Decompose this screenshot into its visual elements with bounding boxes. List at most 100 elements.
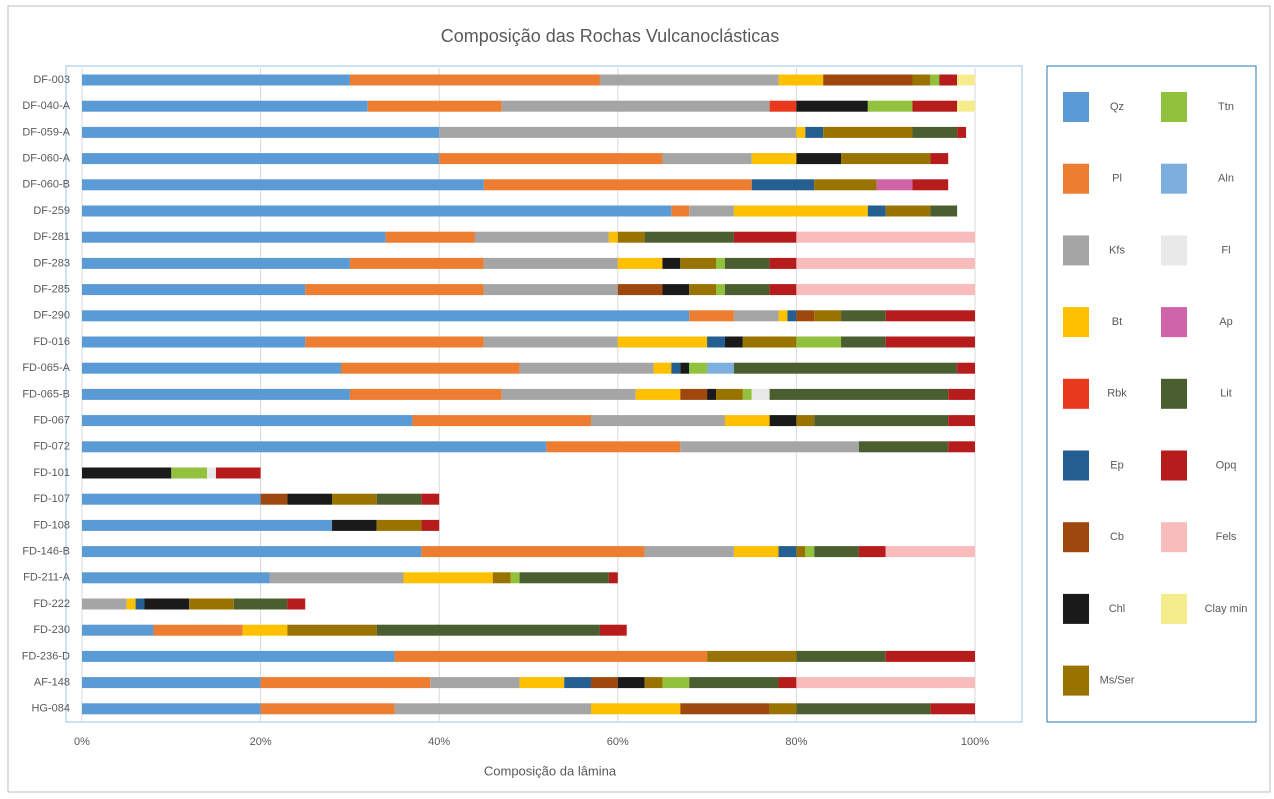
bar-segment (742, 336, 797, 348)
legend-border (1046, 65, 1257, 723)
bar-segment (707, 362, 734, 374)
bar-segment (858, 546, 886, 558)
bar-segment (957, 100, 975, 112)
legend-swatch (1161, 235, 1187, 266)
legend-swatch (1063, 163, 1089, 194)
bar-segment (939, 74, 958, 86)
bar-segment (805, 126, 824, 138)
bar-segment (135, 598, 145, 610)
bar-segment (653, 362, 672, 374)
bar-segment (885, 546, 975, 558)
bar-segment (680, 703, 770, 715)
legend-label: Lit (1220, 388, 1232, 400)
bar-segment (769, 703, 797, 715)
legend-label: Ms/Ser (1100, 675, 1135, 687)
bar-segment (591, 415, 725, 427)
bar-segment (82, 441, 547, 453)
bar-segment (689, 284, 717, 296)
bar-segment (796, 310, 815, 322)
legend-swatch (1161, 163, 1187, 194)
bar-segment (823, 126, 913, 138)
bar-segment (814, 179, 877, 191)
bar-segment (233, 598, 288, 610)
bar-segment (242, 624, 288, 636)
bar-segment (796, 336, 842, 348)
bar-segment (82, 493, 261, 505)
bar-segment (858, 441, 949, 453)
x-tick-label: 60% (607, 736, 629, 748)
bar-segment (930, 153, 949, 165)
bar-segment (912, 179, 949, 191)
y-tick-label: DF-281 (33, 231, 70, 243)
legend-label: Pl (1112, 173, 1122, 185)
y-tick-label: FD-146-B (22, 546, 70, 558)
y-tick-label: AF-148 (34, 677, 70, 689)
bar-segment (591, 677, 618, 689)
legend-swatch (1063, 450, 1089, 481)
bar-segment (689, 362, 708, 374)
bar-segment (644, 546, 734, 558)
bar-segment (796, 231, 975, 243)
bar-segment (796, 284, 975, 296)
bar-segment (778, 310, 788, 322)
legend-swatch (1063, 92, 1089, 122)
legend-label: Qz (1110, 101, 1124, 113)
legend-label: Rbk (1107, 388, 1127, 400)
bar-segment (885, 650, 975, 662)
y-tick-label: FD-065-B (22, 388, 70, 400)
bar-segment (680, 362, 690, 374)
bar-segment (376, 624, 600, 636)
legend-label: Bt (1112, 316, 1122, 328)
bar-segment (153, 624, 243, 636)
legend-swatch (1161, 522, 1187, 553)
bar-segment (82, 179, 484, 191)
bar-segment (823, 74, 913, 86)
bar-segment (591, 703, 681, 715)
bar-segment (260, 493, 288, 505)
bar-segment (519, 572, 609, 584)
bar-segment (814, 310, 842, 322)
bar-segment (716, 257, 725, 269)
legend-swatch (1063, 665, 1089, 696)
bar-segment (617, 677, 645, 689)
bar-segment (260, 677, 431, 689)
bar-segment (260, 703, 395, 715)
legend-label: Clay min (1205, 603, 1248, 615)
bar-segment (332, 519, 377, 531)
legend-swatch (1161, 307, 1187, 338)
bar-segment (957, 126, 967, 138)
bar-segment (724, 415, 770, 427)
bar-segment (769, 100, 797, 112)
bar-segment (501, 100, 770, 112)
bar-segment (617, 257, 663, 269)
y-tick-label: DF-003 (33, 74, 70, 86)
bar-segment (287, 624, 377, 636)
bar-segment (617, 336, 708, 348)
bar-segment (876, 179, 913, 191)
bar-segment (724, 284, 770, 296)
bar-segment (778, 546, 797, 558)
bar-segment (617, 284, 663, 296)
bar-segment (171, 467, 208, 479)
bar-segment (689, 677, 779, 689)
y-tick-label: FD-236-D (22, 650, 70, 662)
legend-swatch (1063, 593, 1089, 624)
bar-segment (680, 257, 717, 269)
bar-segment (82, 703, 261, 715)
y-tick-label: DF-060-B (22, 179, 70, 191)
legend-swatch (1161, 593, 1187, 624)
legend-swatch (1063, 378, 1089, 409)
bar-segment (716, 388, 743, 400)
bar-segment (501, 388, 636, 400)
bar-segment (82, 624, 154, 636)
bar-segment (724, 336, 743, 348)
bar-segment (126, 598, 136, 610)
bar-segment (492, 572, 511, 584)
y-tick-label: DF-060-A (22, 153, 70, 165)
bar-segment (82, 257, 350, 269)
bar-segment (82, 153, 440, 165)
bar-segment (930, 74, 940, 86)
bar-segment (841, 310, 886, 322)
bar-segment (483, 179, 752, 191)
bar-segment (82, 467, 172, 479)
